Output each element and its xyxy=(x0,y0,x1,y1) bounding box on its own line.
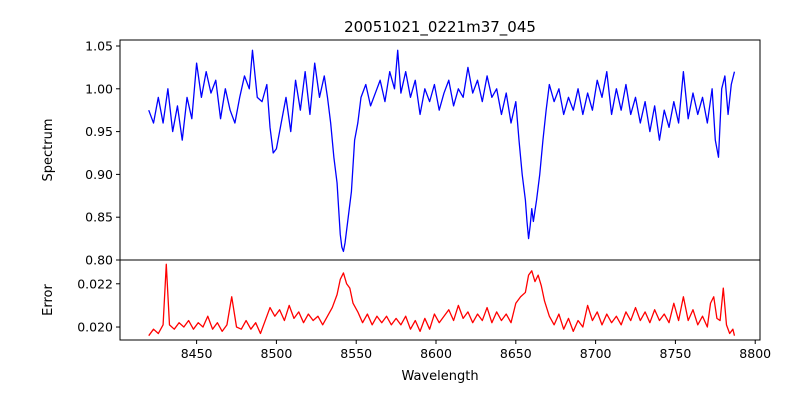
error-y-ticks: 0.020 0.022 xyxy=(77,276,120,335)
error-series-line-0 xyxy=(148,263,736,337)
spectrum-plot-area xyxy=(148,49,736,253)
error-y-axis-label: Error xyxy=(41,284,56,316)
spectrum-y-tick-label: 1.00 xyxy=(85,81,113,96)
chart-title: 20051021_0221m37_045 xyxy=(344,18,536,37)
x-tick-label: 8800 xyxy=(739,346,771,361)
x-ticks: 8450 8500 8550 8600 8650 8700 8750 8800 xyxy=(181,340,771,361)
x-tick-label: 8450 xyxy=(181,346,213,361)
error-y-tick-label: 0.020 xyxy=(77,320,113,335)
x-tick-label: 8600 xyxy=(420,346,452,361)
spectrum-y-tick-label: 0.80 xyxy=(85,253,113,268)
spectrum-y-tick-label: 0.95 xyxy=(85,124,113,139)
x-axis-label: Wavelength xyxy=(401,369,478,384)
x-tick-label: 8750 xyxy=(660,346,692,361)
spectrum-series-line-0 xyxy=(148,49,736,253)
spectrum-y-axis-label: Spectrum xyxy=(41,119,56,182)
x-tick-label: 8650 xyxy=(500,346,532,361)
x-tick-label: 8550 xyxy=(340,346,372,361)
x-tick-label: 8700 xyxy=(580,346,612,361)
error-plot-area xyxy=(148,263,736,337)
error-panel-frame xyxy=(119,259,761,341)
spectrum-y-tick-label: 0.90 xyxy=(85,167,113,182)
x-tick-label: 8500 xyxy=(261,346,293,361)
spectrum-y-tick-label: 1.05 xyxy=(85,38,113,53)
spectrum-y-ticks: 0.80 0.85 0.90 0.95 1.00 1.05 xyxy=(85,38,120,268)
spectrum-y-tick-label: 0.85 xyxy=(85,210,113,225)
error-y-tick-label: 0.022 xyxy=(77,276,113,291)
